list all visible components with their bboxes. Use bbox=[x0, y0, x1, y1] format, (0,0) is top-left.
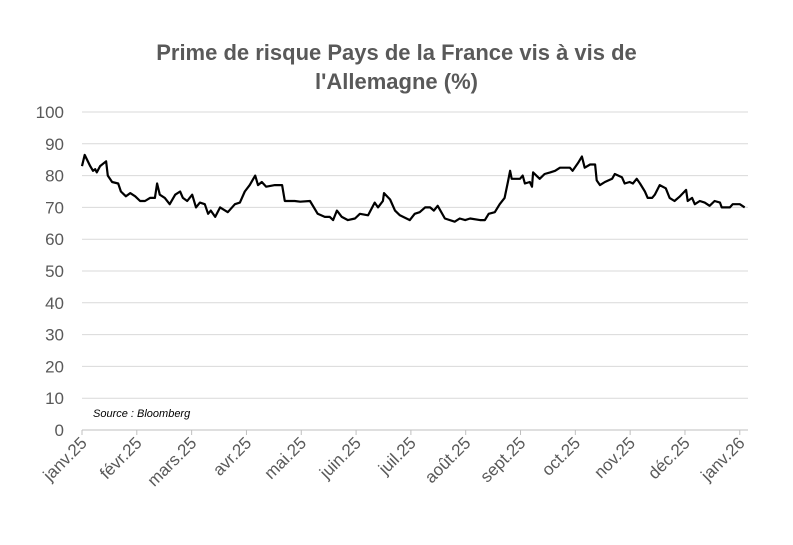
y-tick-label: 20 bbox=[45, 357, 64, 376]
series-line bbox=[80, 153, 746, 223]
chart-title-line-1: Prime de risque Pays de la France vis à … bbox=[156, 40, 637, 65]
source-annotation: Source : Bloomberg bbox=[93, 408, 191, 420]
y-tick-label: 90 bbox=[45, 135, 64, 154]
x-tick-label: oct.25 bbox=[538, 433, 584, 479]
y-tick-label: 50 bbox=[45, 262, 64, 281]
y-tick-label: 30 bbox=[45, 326, 64, 345]
y-tick-label: 100 bbox=[36, 103, 64, 122]
x-tick-label: déc.25 bbox=[644, 433, 694, 483]
chart-title-line-2: l'Allemagne (%) bbox=[315, 69, 478, 94]
x-tick-label: juin.25 bbox=[315, 433, 365, 483]
y-tick-label: 80 bbox=[45, 167, 64, 186]
x-tick-label: janv.26 bbox=[697, 433, 749, 485]
x-tick-label: août.25 bbox=[421, 433, 475, 487]
x-tick-label: nov.25 bbox=[590, 433, 639, 482]
y-tick-label: 10 bbox=[45, 389, 64, 408]
x-tick-label: mars.25 bbox=[144, 433, 201, 490]
y-tick-label: 60 bbox=[45, 230, 64, 249]
x-tick-label: mai.25 bbox=[261, 433, 311, 483]
x-tick-label: févr.25 bbox=[96, 433, 146, 483]
y-tick-label: 0 bbox=[55, 421, 64, 440]
y-tick-label: 70 bbox=[45, 198, 64, 217]
x-tick-label: sept.25 bbox=[476, 433, 529, 486]
x-tick-label: juil.25 bbox=[374, 433, 420, 479]
x-tick-label: janv.25 bbox=[39, 433, 91, 485]
y-tick-label: 40 bbox=[45, 294, 64, 313]
chart-title: Prime de risque Pays de la France vis à … bbox=[0, 38, 793, 96]
x-tick-label: avr.25 bbox=[209, 433, 255, 479]
